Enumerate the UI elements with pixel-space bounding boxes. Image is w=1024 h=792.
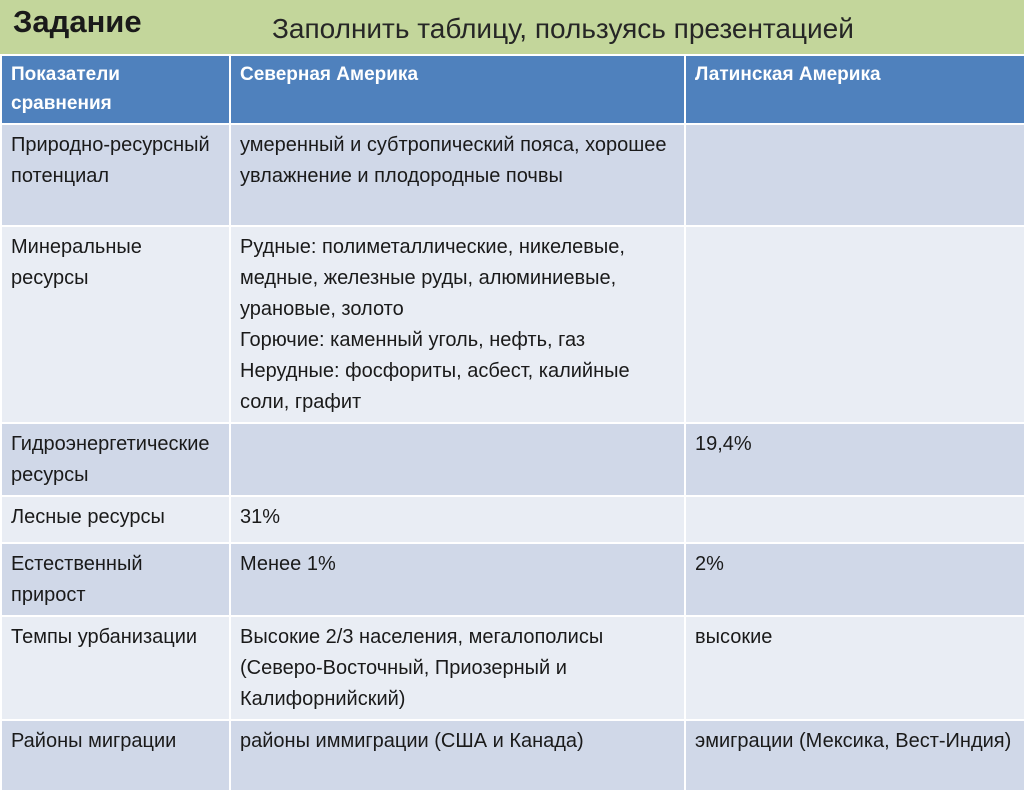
table-row: Районы миграции районы иммиграции (США и… — [0, 719, 1024, 792]
table-row: Природно-ресурсный потенциал умеренный и… — [0, 123, 1024, 227]
cell-latin-america: высокие — [684, 615, 1024, 721]
cell-latin-america: 19,4% — [684, 422, 1024, 497]
cell-north-america: 31% — [229, 495, 686, 544]
row-label: Естественный прирост — [0, 542, 231, 617]
cell-north-america: умеренный и субтропический пояса, хороше… — [229, 123, 686, 227]
table-row: Темпы урбанизации Высокие 2/3 населения,… — [0, 615, 1024, 721]
slide-title: Задание — [13, 4, 142, 39]
row-label: Гидроэнергетические ресурсы — [0, 422, 231, 497]
row-label: Районы миграции — [0, 719, 231, 792]
cell-latin-america: эмиграции (Мексика, Вест-Индия) — [684, 719, 1024, 792]
table-header-row: Показатели сравнения Северная Америка Ла… — [0, 54, 1024, 125]
column-header-north-america: Северная Америка — [229, 54, 686, 125]
cell-latin-america — [684, 495, 1024, 544]
cell-north-america: Высокие 2/3 населения, мегалополисы (Сев… — [229, 615, 686, 721]
table-row: Минеральные ресурсы Рудные: полиметаллич… — [0, 225, 1024, 424]
table-row: Гидроэнергетические ресурсы 19,4% — [0, 422, 1024, 497]
cell-latin-america — [684, 123, 1024, 227]
cell-latin-america: 2% — [684, 542, 1024, 617]
row-label: Природно-ресурсный потенциал — [0, 123, 231, 227]
row-label: Минеральные ресурсы — [0, 225, 231, 424]
slide-subtitle: Заполнить таблицу, пользуясь презентацие… — [272, 13, 854, 44]
cell-north-america — [229, 422, 686, 497]
title-bar: Задание Заполнить таблицу, пользуясь пре… — [0, 0, 1024, 54]
column-header-criteria: Показатели сравнения — [0, 54, 231, 125]
column-header-latin-america: Латинская Америка — [684, 54, 1024, 125]
cell-north-america: Менее 1% — [229, 542, 686, 617]
table-row: Лесные ресурсы 31% — [0, 495, 1024, 544]
row-label: Темпы урбанизации — [0, 615, 231, 721]
cell-north-america: районы иммиграции (США и Канада) — [229, 719, 686, 792]
row-label: Лесные ресурсы — [0, 495, 231, 544]
cell-north-america: Рудные: полиметаллические, никелевые, ме… — [229, 225, 686, 424]
comparison-table: Показатели сравнения Северная Америка Ла… — [0, 54, 1024, 792]
table-row: Естественный прирост Менее 1% 2% — [0, 542, 1024, 617]
cell-latin-america — [684, 225, 1024, 424]
